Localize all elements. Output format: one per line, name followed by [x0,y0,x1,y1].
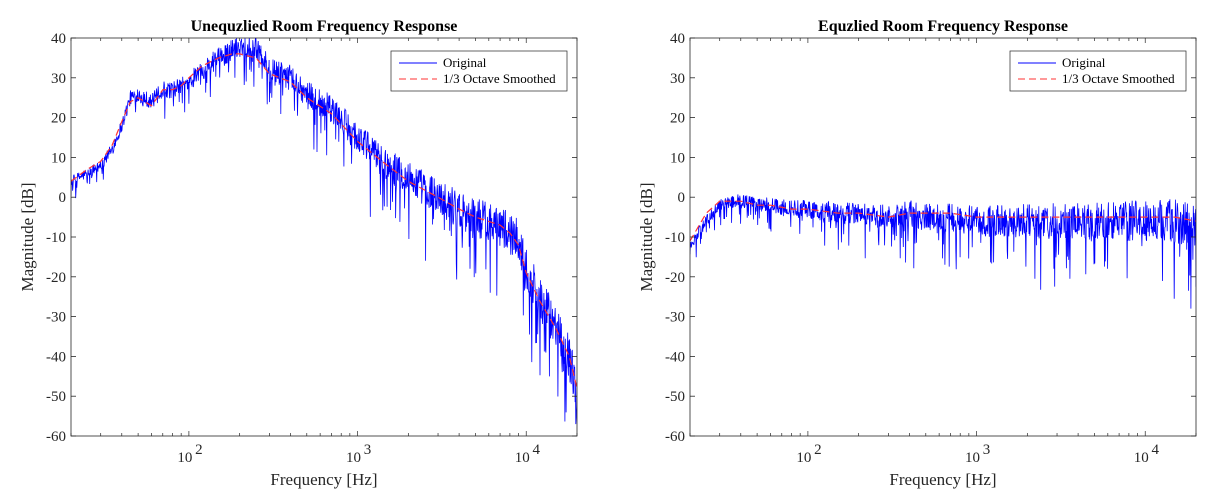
y-tick-label: 40 [670,31,685,47]
y-tick-label: -10 [665,230,685,246]
y-tick-label: 30 [670,71,685,87]
x-tick-label-base: 10 [177,450,192,466]
y-tick-label: -60 [665,429,685,445]
x-tick-label: 10 4 [515,442,541,466]
y-tick-label: -40 [46,349,66,365]
y-axis-label: Magnitude [dB] [637,182,656,291]
x-tick-label-exponent: 3 [364,442,372,458]
x-tick-label-base: 10 [965,450,980,466]
legend-label: 1/3 Octave Smoothed [1062,71,1175,86]
x-tick-label-exponent: 4 [532,442,540,458]
x-tick-label: 10 4 [1134,442,1160,466]
series-line-2 [690,200,1196,242]
x-tick-label-base: 10 [1134,450,1149,466]
y-tick-label: -50 [46,389,66,405]
legend-box [390,50,568,92]
y-tick-label: -40 [665,349,685,365]
chart-title: Unequzlied Room Frequency Response [191,18,458,35]
y-tick-label: 20 [51,111,66,127]
y-tick-label: 10 [670,150,685,166]
series-line-1 [71,38,577,425]
y-tick-label: -30 [665,310,685,326]
legend-label: Original [1062,55,1106,70]
plot-data [690,194,1196,309]
y-tick-label: -50 [665,389,685,405]
y-tick-label: 10 [51,150,66,166]
series-line-1 [690,194,1196,309]
x-tick-label-exponent: 4 [1151,442,1159,458]
x-axis-label: Frequency [Hz] [889,470,996,489]
x-tick-label-base: 10 [346,450,361,466]
plot-data [71,38,577,425]
y-tick-label: -30 [46,310,66,326]
chart-title: Equzlied Room Frequency Response [818,18,1068,35]
x-tick-label: 10 3 [965,442,990,466]
y-axis-label: Magnitude [dB] [18,182,37,291]
x-tick-label-exponent: 2 [814,442,822,458]
y-tick-label: -10 [46,230,66,246]
legend-label: 1/3 Octave Smoothed [443,71,556,86]
x-tick-label-base: 10 [796,450,811,466]
y-tick-label: -60 [46,429,66,445]
y-tick-label: 30 [51,71,66,87]
x-tick-label: 10 2 [796,442,821,466]
y-tick-label: -20 [665,270,685,286]
legend-box [1009,50,1187,92]
x-tick-label-exponent: 3 [983,442,991,458]
y-tick-label: 0 [59,190,67,206]
x-tick-label-exponent: 2 [195,442,203,458]
x-tick-label-base: 10 [515,450,530,466]
x-tick-label: 10 3 [346,442,371,466]
y-tick-label: 20 [670,111,685,127]
y-tick-label: 40 [51,31,66,47]
x-axis-label: Frequency [Hz] [270,470,377,489]
y-tick-label: -20 [46,270,66,286]
x-tick-label: 10 2 [177,442,202,466]
y-tick-label: 0 [678,190,686,206]
legend-label: Original [443,55,487,70]
